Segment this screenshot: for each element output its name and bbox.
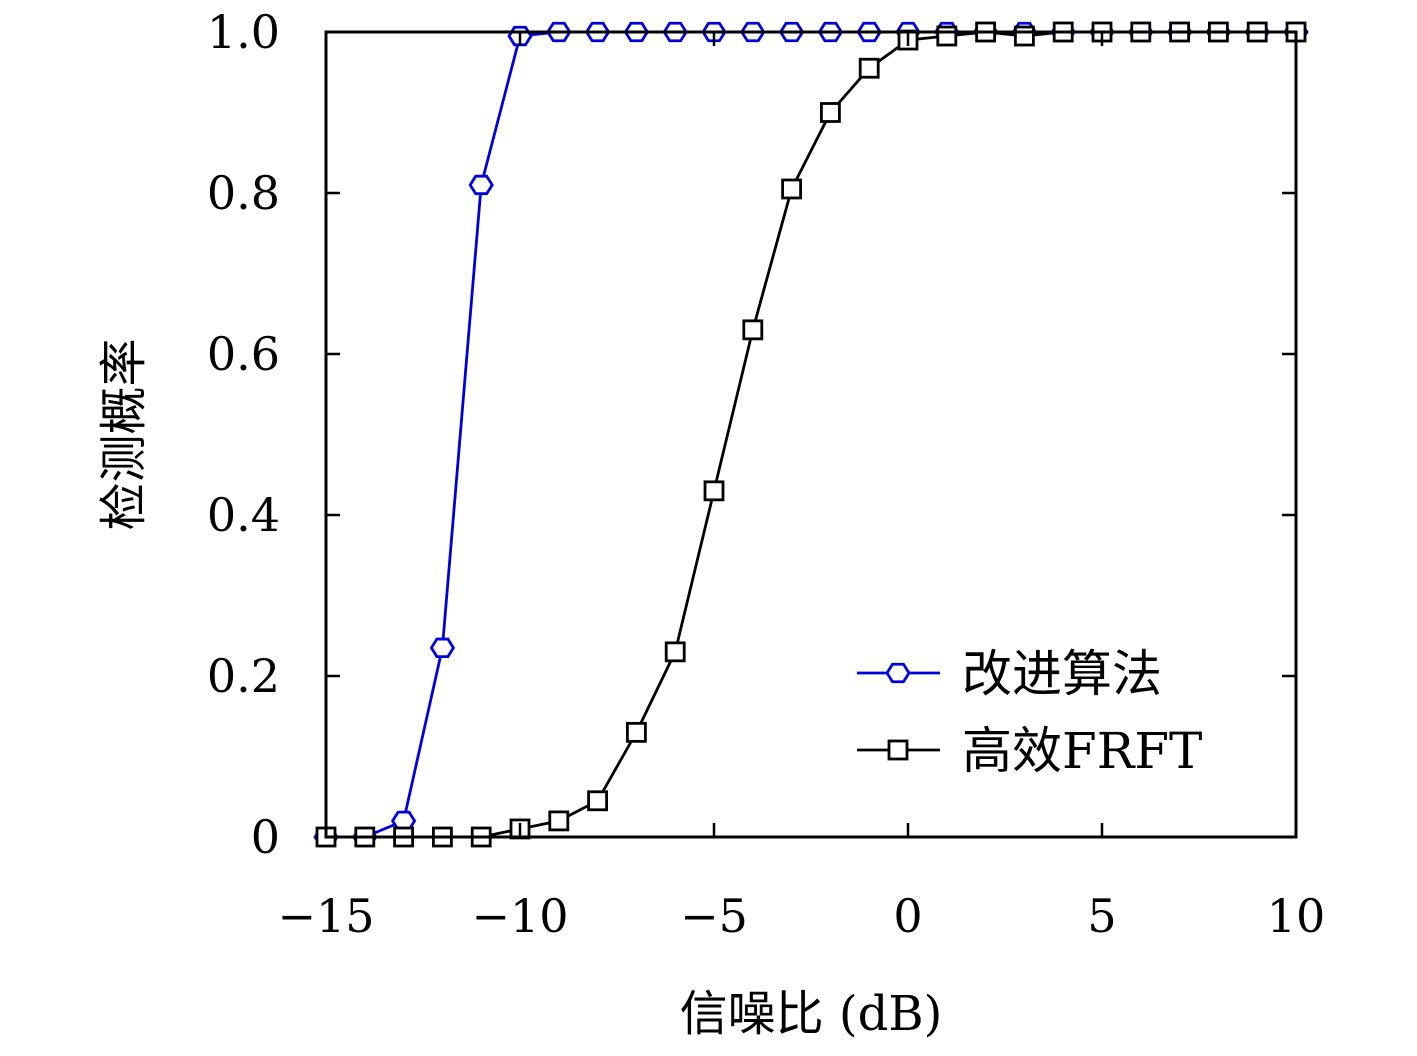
data-point-series-2 <box>781 178 802 200</box>
y-tick-label: 0 <box>251 810 280 864</box>
y-tick-label: 0.4 <box>207 488 280 542</box>
data-point-series-2 <box>820 102 841 123</box>
axis-ticks <box>324 30 1298 839</box>
y-tick-label: 0.2 <box>207 649 280 703</box>
data-point-series-2 <box>664 641 686 663</box>
data-point-series-1 <box>468 174 494 196</box>
legend-marker <box>887 739 909 761</box>
data-point-series-1 <box>429 637 456 658</box>
data-point-series-2 <box>703 480 725 502</box>
data-point-series-2 <box>626 721 647 743</box>
data-point-series-2 <box>587 790 608 812</box>
data-point-series-2 <box>742 319 764 341</box>
data-point-series-2 <box>858 57 880 79</box>
y-tick-label: 1.0 <box>207 5 280 59</box>
data-point-series-2 <box>936 25 958 47</box>
y-tick-label: 0.6 <box>207 327 280 381</box>
x-tick-label: 0 <box>893 889 922 943</box>
tick-labels: −15 −10 −5 0 5 10 0 0.2 0.4 0.6 0.8 1.0 <box>207 5 1325 943</box>
plot-frame <box>324 30 1298 839</box>
x-tick-label: −15 <box>277 889 374 943</box>
series-lines <box>326 30 1296 839</box>
y-axis-label: 检测概率 <box>96 338 152 530</box>
x-axis-label: 信噪比 (dB) <box>680 986 943 1042</box>
x-tick-label: −5 <box>680 889 748 943</box>
x-tick-label: −10 <box>471 889 568 943</box>
x-tick-label: 10 <box>1267 889 1326 943</box>
y-tick-label: 0.8 <box>207 166 280 220</box>
legend-marker <box>885 662 911 684</box>
x-tick-label: 5 <box>1087 889 1116 943</box>
legend-label: 高效FRFT <box>962 722 1202 780</box>
data-point-series-2 <box>1014 25 1035 47</box>
legend-label: 改进算法 <box>962 645 1162 703</box>
data-point-series-2 <box>548 810 570 832</box>
series-line-2 <box>326 30 1296 839</box>
